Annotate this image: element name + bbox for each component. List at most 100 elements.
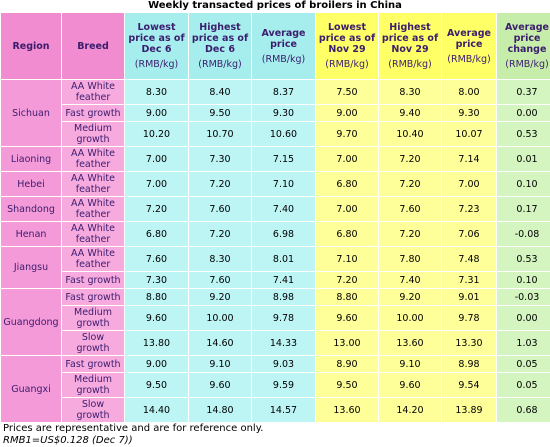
- column-label: Region: [12, 40, 50, 52]
- value-cell: 13.89: [442, 398, 496, 422]
- region-cell: Guangxi: [1, 356, 61, 422]
- value-cell: 14.33: [252, 331, 315, 355]
- value-cell: 7.41: [252, 272, 315, 288]
- value-cell: 8.40: [189, 80, 251, 104]
- value-cell: 9.30: [442, 105, 496, 121]
- value-cell: -0.08: [497, 222, 550, 246]
- value-cell: 9.03: [252, 356, 315, 372]
- table-row: Liaoning AA White feather 7.00 7.30 7.15 7.00…: [1, 147, 550, 171]
- value-cell: 7.20: [379, 172, 441, 196]
- value-cell: 7.20: [379, 222, 441, 246]
- table-row: Slow growth 14.40 14.80 14.57 13.60 14.20 13.8…: [1, 398, 550, 422]
- value-cell: 7.30: [189, 147, 251, 171]
- region-cell: Liaoning: [1, 147, 61, 171]
- breed-cell: Fast growth: [62, 356, 124, 372]
- column-header: Lowest price as of Nov 29 (RMB/kg): [316, 13, 378, 79]
- value-cell: 6.80: [316, 222, 378, 246]
- value-cell: 13.60: [316, 398, 378, 422]
- value-cell: 7.10: [316, 247, 378, 271]
- column-label: Highest price as of Dec 6: [191, 22, 249, 55]
- value-cell: 9.60: [316, 306, 378, 330]
- column-header: Highest price as of Dec 6 (RMB/kg): [189, 13, 251, 79]
- value-cell: 7.60: [189, 197, 251, 221]
- value-cell: 7.00: [316, 197, 378, 221]
- table-row: Medium growth 9.50 9.60 9.59 9.50 9.60 9.54 0.0…: [1, 373, 550, 397]
- value-cell: 8.80: [125, 289, 188, 305]
- column-header: Breed: [62, 13, 124, 79]
- value-cell: 13.30: [442, 331, 496, 355]
- value-cell: 7.00: [442, 172, 496, 196]
- value-cell: 7.80: [379, 247, 441, 271]
- table-row: Medium growth 10.20 10.70 10.60 9.70 10.40 10.…: [1, 122, 550, 146]
- column-label: Lowest price as of Nov 29: [318, 22, 376, 55]
- column-header: Highest price as of Nov 29 (RMB/kg): [379, 13, 441, 79]
- breed-cell: Medium growth: [62, 306, 124, 330]
- table-row: Fast growth 9.00 9.50 9.30 9.00 9.40 9.30 0.00: [1, 105, 550, 121]
- value-cell: 10.00: [189, 306, 251, 330]
- value-cell: 10.40: [379, 122, 441, 146]
- value-cell: 7.30: [125, 272, 188, 288]
- column-unit: (RMB/kg): [198, 59, 242, 70]
- value-cell: 8.30: [125, 80, 188, 104]
- value-cell: 9.78: [442, 306, 496, 330]
- region-cell: Sichuan: [1, 80, 61, 146]
- column-header: Average price (RMB/kg): [442, 13, 496, 79]
- value-cell: 0.05: [497, 373, 550, 397]
- value-cell: 7.60: [379, 197, 441, 221]
- value-cell: 9.50: [125, 373, 188, 397]
- breed-cell: Fast growth: [62, 272, 124, 288]
- region-cell: Henan: [1, 222, 61, 246]
- value-cell: 7.20: [189, 172, 251, 196]
- column-unit: (RMB/kg): [261, 53, 306, 65]
- value-cell: 0.53: [497, 247, 550, 271]
- value-cell: 9.59: [252, 373, 315, 397]
- value-cell: 10.07: [442, 122, 496, 146]
- column-unit: (RMB/kg): [505, 59, 549, 70]
- breed-cell: Medium growth: [62, 122, 124, 146]
- value-cell: 9.50: [189, 105, 251, 121]
- breed-cell: AA White feather: [62, 172, 124, 196]
- value-cell: 9.50: [316, 373, 378, 397]
- column-header: Region: [1, 13, 61, 79]
- value-cell: 7.50: [316, 80, 378, 104]
- column-unit: (RMB/kg): [447, 53, 491, 65]
- value-cell: 7.00: [125, 172, 188, 196]
- column-unit: (RMB/kg): [325, 59, 369, 70]
- note: Prices are representative and are for re…: [3, 423, 264, 434]
- value-cell: 7.00: [125, 147, 188, 171]
- breed-cell: Slow growth: [62, 398, 124, 422]
- value-cell: 7.20: [379, 147, 441, 171]
- value-cell: 9.60: [189, 373, 251, 397]
- column-unit: (RMB/kg): [388, 59, 432, 70]
- breed-cell: AA White feather: [62, 222, 124, 246]
- column-label: Average price change: [505, 22, 549, 55]
- value-cell: 9.00: [125, 356, 188, 372]
- value-cell: 10.60: [252, 122, 315, 146]
- note: RMB1=US$0.128 (Dec 7)): [3, 435, 133, 446]
- value-cell: 9.10: [379, 356, 441, 372]
- breed-cell: Slow growth: [62, 331, 124, 355]
- value-cell: 7.06: [442, 222, 496, 246]
- value-cell: 7.40: [379, 272, 441, 288]
- value-cell: 13.00: [316, 331, 378, 355]
- value-cell: 14.60: [189, 331, 251, 355]
- column-label: Lowest price as of Dec 6: [128, 22, 185, 55]
- value-cell: 0.17: [497, 197, 550, 221]
- value-cell: 9.30: [252, 105, 315, 121]
- table-row: Sichuan AA White feather 8.30 8.40 8.37 7.50 8…: [1, 80, 550, 146]
- value-cell: 13.80: [125, 331, 188, 355]
- table-row: Jiangsu AA White feather 7.60 8.30 8.01 7.10 7…: [1, 247, 550, 288]
- value-cell: 7.20: [316, 272, 378, 288]
- value-cell: 7.40: [252, 197, 315, 221]
- table-row: Guangxi Fast growth 9.00 9.10 9.03 8.90 9.10 8.…: [1, 356, 550, 422]
- column-header: Average price (RMB/kg): [252, 13, 315, 79]
- table-row: Slow growth 13.80 14.60 14.33 13.00 13.60 13.3…: [1, 331, 550, 355]
- table-row: Shandong AA White feather 7.20 7.60 7.40 7.00…: [1, 197, 550, 221]
- table-row: Medium growth 9.60 10.00 9.78 9.60 10.00 9.78 0…: [1, 306, 550, 330]
- table-row: Guangdong Fast growth 8.80 9.20 8.98 8.80 9.20…: [1, 289, 550, 355]
- value-cell: 7.00: [316, 147, 378, 171]
- value-cell: 0.01: [497, 147, 550, 171]
- value-cell: 8.98: [442, 356, 496, 372]
- value-cell: 14.80: [189, 398, 251, 422]
